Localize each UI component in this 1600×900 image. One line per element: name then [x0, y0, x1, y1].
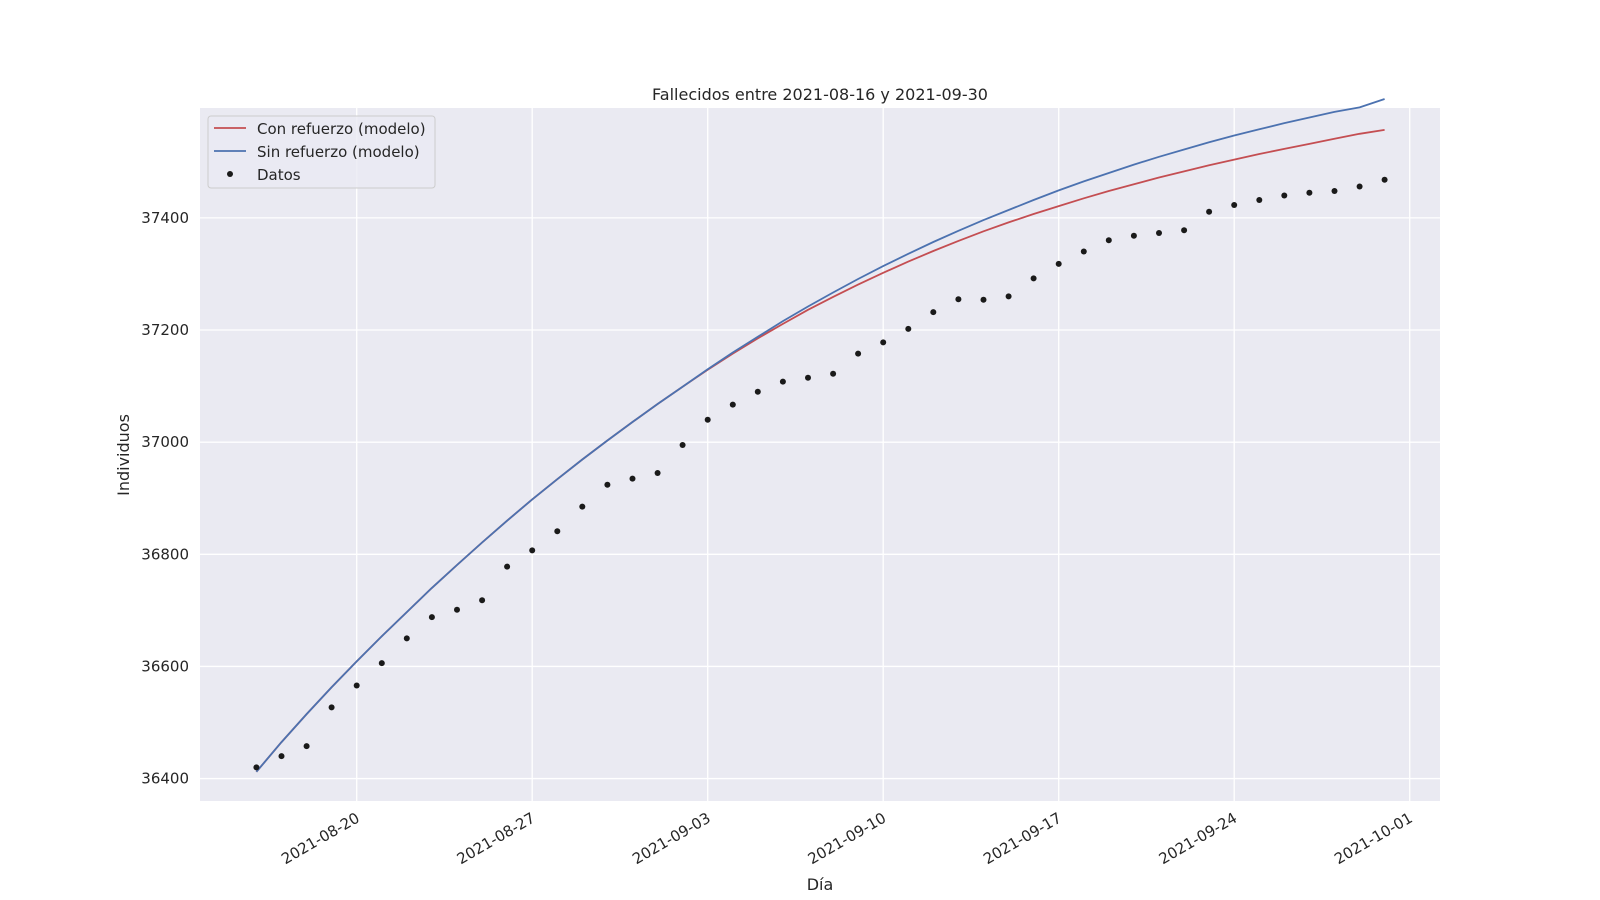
data-point: [754, 388, 761, 395]
data-point: [905, 325, 912, 332]
data-point: [1030, 275, 1037, 282]
data-point: [454, 606, 460, 613]
y-tick-label: 36400: [141, 770, 189, 788]
data-point: [654, 470, 661, 476]
data-point: [428, 614, 435, 621]
data-point: [1256, 197, 1263, 203]
data-point: [479, 597, 486, 604]
data-point: [855, 350, 862, 357]
legend-swatch-datos: [227, 171, 233, 177]
x-tick-label: 2021-09-24: [1156, 809, 1241, 868]
x-tick-label: 2021-08-27: [454, 809, 539, 868]
data-points: [253, 176, 1388, 771]
data-point: [830, 370, 837, 377]
data-point: [1005, 293, 1012, 300]
y-tick-label: 36800: [141, 545, 189, 563]
y-tick-label: 37000: [141, 433, 189, 451]
x-tick-label: 2021-09-10: [805, 809, 890, 868]
legend: Con refuerzo (modelo) Sin refuerzo (mode…: [207, 115, 436, 189]
series-lines: [255, 98, 1385, 773]
data-point: [704, 416, 711, 423]
data-point: [980, 296, 987, 303]
data-point: [729, 401, 736, 408]
data-point: [1105, 237, 1112, 244]
y-tick-label: 37400: [141, 209, 189, 227]
data-point: [1130, 232, 1137, 239]
chart-title: Fallecidos entre 2021-08-16 y 2021-09-30: [652, 85, 988, 104]
data-point: [1231, 202, 1238, 208]
data-point: [253, 764, 260, 771]
x-tick-label: 2021-09-17: [980, 809, 1065, 868]
data-point: [1281, 192, 1288, 199]
data-point: [1331, 188, 1338, 194]
data-point: [1306, 189, 1313, 196]
plot-background: [200, 108, 1440, 801]
data-point: [629, 475, 636, 482]
data-point: [1381, 176, 1388, 183]
data-point: [1080, 248, 1087, 255]
data-point: [328, 704, 335, 711]
x-tick-label: 2021-10-01: [1331, 809, 1416, 868]
grid: [200, 108, 1440, 801]
data-point: [1356, 183, 1363, 190]
data-point: [579, 503, 586, 510]
data-point: [378, 660, 385, 667]
data-point: [1156, 230, 1162, 236]
data-point: [529, 547, 536, 554]
x-tick-label: 2021-09-03: [629, 809, 714, 868]
data-point: [353, 682, 360, 689]
data-point: [604, 481, 611, 488]
data-point: [1206, 208, 1213, 215]
x-axis-label: Día: [807, 875, 834, 894]
data-point: [403, 635, 410, 642]
data-point: [779, 378, 786, 385]
y-tick-label: 37200: [141, 321, 189, 339]
x-tick-labels: 2021-08-20 2021-08-27 2021-09-03 2021-09-10…: [278, 809, 1416, 868]
y-tick-label: 36600: [141, 657, 189, 675]
data-point: [955, 296, 962, 303]
data-point: [930, 309, 937, 316]
data-point: [554, 528, 561, 535]
data-point: [805, 374, 811, 381]
data-point: [278, 753, 285, 760]
legend-label-sin-refuerzo: Sin refuerzo (modelo): [257, 143, 420, 161]
data-point: [679, 442, 686, 448]
data-point: [303, 743, 310, 750]
legend-box: [207, 115, 436, 189]
y-axis-label: Individuos: [114, 414, 133, 496]
legend-label-con-refuerzo: Con refuerzo (modelo): [257, 120, 426, 138]
x-tick-label: 2021-08-20: [278, 809, 363, 868]
series-line-sin-refuerzo: [255, 98, 1385, 773]
data-point: [880, 339, 887, 346]
y-tick-labels: 36400 36600 36800 37000 37200 37400: [141, 209, 189, 788]
data-point: [1055, 260, 1062, 267]
data-point: [1181, 227, 1188, 234]
legend-label-datos: Datos: [257, 166, 301, 184]
data-point: [504, 563, 511, 570]
